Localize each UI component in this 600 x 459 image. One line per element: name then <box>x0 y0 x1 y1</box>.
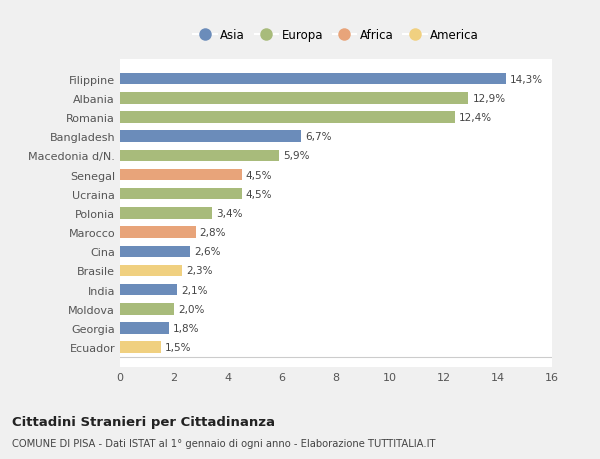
Bar <box>120 131 301 143</box>
Bar <box>120 112 455 123</box>
Bar <box>120 189 241 200</box>
Bar <box>120 207 212 219</box>
Text: 12,9%: 12,9% <box>472 94 505 104</box>
Text: Cittadini Stranieri per Cittadinanza: Cittadini Stranieri per Cittadinanza <box>12 415 275 428</box>
Text: 2,3%: 2,3% <box>186 266 212 276</box>
Text: 1,5%: 1,5% <box>164 342 191 353</box>
Legend: Asia, Europa, Africa, America: Asia, Europa, Africa, America <box>190 26 482 45</box>
Text: 4,5%: 4,5% <box>245 189 272 199</box>
Bar <box>120 246 190 257</box>
Text: 2,8%: 2,8% <box>200 228 226 238</box>
Bar <box>120 73 506 85</box>
Bar <box>120 150 280 162</box>
Bar <box>120 93 469 104</box>
Bar <box>120 303 174 315</box>
Bar <box>120 323 169 334</box>
Bar <box>120 227 196 238</box>
Text: 2,6%: 2,6% <box>194 247 221 257</box>
Bar <box>120 169 241 181</box>
Text: 1,8%: 1,8% <box>173 323 199 333</box>
Bar <box>120 342 161 353</box>
Bar <box>120 265 182 277</box>
Text: 6,7%: 6,7% <box>305 132 331 142</box>
Text: 12,4%: 12,4% <box>459 113 492 123</box>
Text: 2,0%: 2,0% <box>178 304 205 314</box>
Text: 5,9%: 5,9% <box>283 151 310 161</box>
Text: 3,4%: 3,4% <box>216 208 242 218</box>
Text: 4,5%: 4,5% <box>245 170 272 180</box>
Text: 14,3%: 14,3% <box>510 74 543 84</box>
Bar <box>120 284 176 296</box>
Text: 2,1%: 2,1% <box>181 285 207 295</box>
Text: COMUNE DI PISA - Dati ISTAT al 1° gennaio di ogni anno - Elaborazione TUTTITALIA: COMUNE DI PISA - Dati ISTAT al 1° gennai… <box>12 438 436 448</box>
